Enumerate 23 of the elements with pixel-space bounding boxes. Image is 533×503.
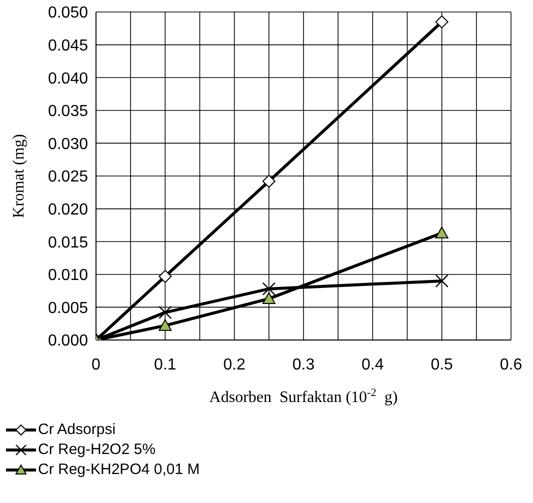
x-axis-title: Adsorben Surfaktan (10$^{-2}$ g) [209,387,398,406]
y-tick-label: 0.015 [48,234,88,252]
y-axis-title: Kromat (mg) [10,134,28,218]
legend-label: Cr Reg-H2O2 5% [38,440,156,460]
legend-label: Cr Reg-KH2PO4 0,01 M [38,460,200,480]
x-tick-label: 0.6 [500,356,522,374]
x-tick-label: 0.1 [154,356,176,374]
x-tick-label: 0.2 [223,356,246,374]
x-tick-label: 0.3 [292,356,315,374]
x-tick-label: 0.4 [362,356,384,374]
y-tick-label: 0.010 [48,267,88,284]
y-tick-label: 0.000 [48,332,88,350]
y-tick-label: 0.035 [48,103,88,120]
y-tick-label: 0.040 [48,70,88,88]
y-tick-label: 0.045 [48,37,88,54]
x-tick-label: 0.5 [430,356,454,374]
y-tick-label: 0.020 [48,201,88,218]
y-tick-label: 0.005 [48,300,88,317]
y-tick-label: 0.025 [48,168,88,186]
x-tick-label: 0 [92,356,101,374]
legend-label: Cr Adsorpsi [38,420,116,440]
y-tick-label: 0.030 [48,136,88,153]
y-tick-label: 0.050 [48,4,88,22]
